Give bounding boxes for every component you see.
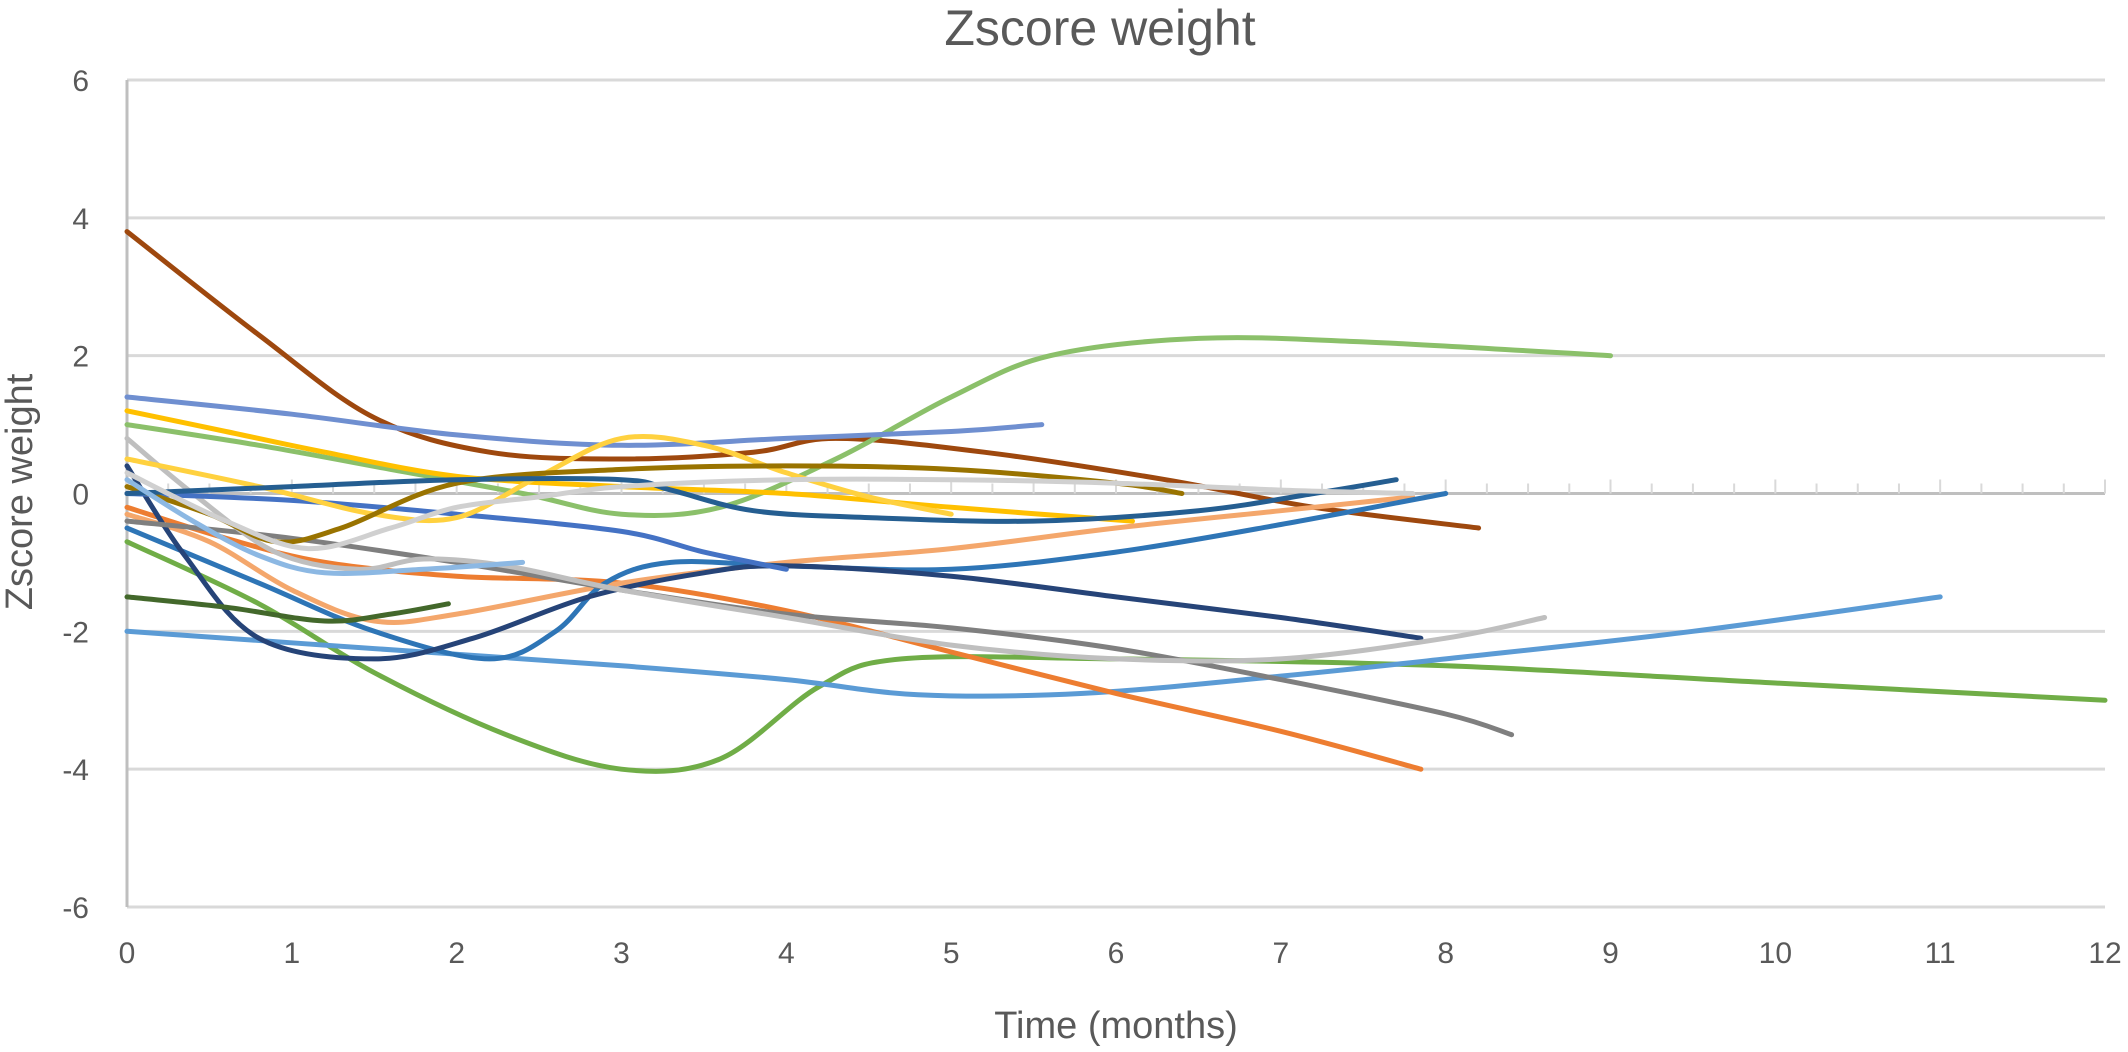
series-line-9 <box>124 518 1515 738</box>
y-tick-label: 4 <box>72 203 89 236</box>
x-tick-label: 8 <box>1437 937 1454 970</box>
x-tick-label: 2 <box>448 937 465 970</box>
x-tick-label: 1 <box>283 937 300 970</box>
x-tick-label: 11 <box>1925 937 1956 970</box>
series-line-16 <box>124 476 1399 524</box>
series-line-7 <box>124 491 1449 662</box>
series-line-14 <box>124 434 954 524</box>
y-tick-label: 6 <box>72 65 89 98</box>
x-tick-label: 6 <box>1108 937 1125 970</box>
series-lines <box>124 229 2108 774</box>
y-axis-title: Zscore weight <box>0 373 41 610</box>
x-tick-label: 9 <box>1602 937 1619 970</box>
x-tick-labels: 0 1 2 3 4 5 6 7 8 9 10 11 12 <box>119 937 2122 970</box>
series-line-3 <box>124 335 1613 518</box>
y-tick-label: -4 <box>62 754 89 787</box>
x-tick-label: 3 <box>613 937 630 970</box>
x-tick-label: 12 <box>2088 937 2121 970</box>
x-tick-label: 5 <box>943 937 960 970</box>
series-line-10 <box>124 435 1548 664</box>
y-tick-labels: 6 4 2 0 -2 -4 -6 <box>62 65 89 925</box>
y-tick-label: -6 <box>62 892 89 925</box>
series-line-11 <box>124 491 789 572</box>
series-line-13 <box>124 408 1135 524</box>
series-line-12 <box>124 394 1045 448</box>
series-line-19 <box>124 477 526 576</box>
series-line-17 <box>124 470 1416 552</box>
y-tick-label: 2 <box>72 341 89 374</box>
series-line-8 <box>124 463 1424 662</box>
y-tick-label: -2 <box>62 616 89 649</box>
x-tick-label: 0 <box>119 937 136 970</box>
y-tick-label: 0 <box>72 479 89 512</box>
x-tick-label: 7 <box>1272 937 1289 970</box>
series-line-1 <box>124 229 1482 531</box>
x-tick-label: 4 <box>778 937 795 970</box>
x-tick-label: 10 <box>1759 937 1792 970</box>
x-axis-title: Time (months) <box>994 1005 1238 1047</box>
chart-title: Zscore weight <box>944 0 1255 56</box>
series-line-2 <box>124 539 2108 774</box>
series-line-5 <box>124 504 1424 772</box>
series-line-18 <box>124 594 451 624</box>
